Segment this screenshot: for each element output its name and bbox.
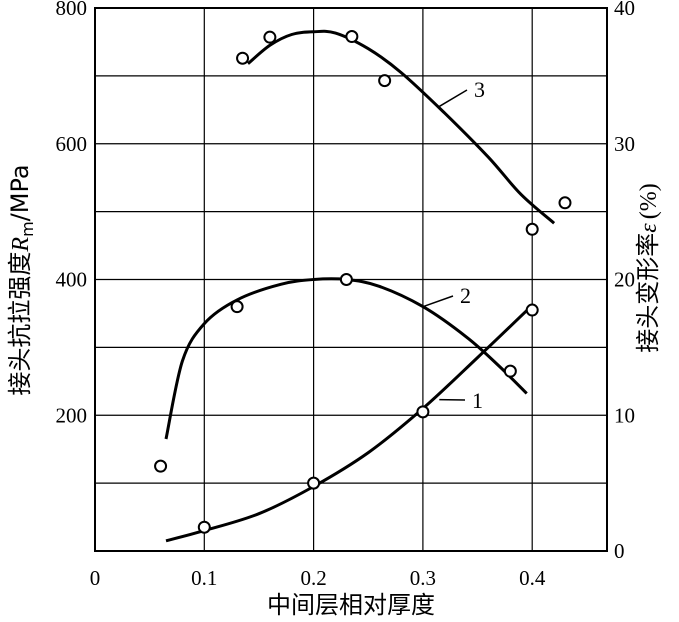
series-1-curve bbox=[165, 304, 534, 543]
fitted-curves bbox=[164, 29, 556, 543]
y-right-tick-label: 40 bbox=[614, 0, 635, 20]
series-3-point bbox=[525, 222, 539, 236]
series-3-curve bbox=[247, 29, 556, 225]
tick-labels: 0 0.1 0.2 0.3 0.4 200 400 600 800 0 10 20 30 40 bbox=[56, 0, 636, 590]
series-2-label: 2 bbox=[460, 283, 471, 308]
plot-frame bbox=[94, 7, 608, 552]
x-tick-label: 0.4 bbox=[519, 566, 546, 590]
y-left-tick-label: 200 bbox=[56, 403, 88, 427]
x-tick-label: 0.3 bbox=[410, 566, 436, 590]
left-axis-subscript: m bbox=[18, 221, 37, 237]
series-3-label: 3 bbox=[474, 77, 485, 102]
series-2-leader bbox=[422, 295, 454, 308]
series-1-label: 1 bbox=[472, 388, 483, 413]
series-1-point bbox=[525, 303, 539, 317]
left-axis-unit: /MPa bbox=[6, 164, 34, 221]
series-1-point bbox=[307, 476, 321, 490]
series-2-point bbox=[503, 364, 517, 378]
series-1-point bbox=[197, 520, 211, 534]
right-axis-unit: (%) bbox=[636, 183, 662, 219]
series-2-curve bbox=[164, 277, 528, 440]
left-axis-title-text: 接头抗拉强度 bbox=[6, 252, 34, 396]
series-3-point bbox=[263, 30, 277, 44]
x-tick-label: 0.2 bbox=[300, 566, 326, 590]
curve-labels: 1 2 3 bbox=[422, 77, 485, 413]
left-axis-title: 接头抗拉强度Rm/MPa bbox=[6, 164, 37, 395]
y-right-tick-label: 20 bbox=[614, 268, 635, 292]
y-left-tick-label: 400 bbox=[56, 268, 88, 292]
y-left-tick-label: 800 bbox=[56, 0, 88, 20]
right-axis-symbol: ε bbox=[636, 223, 662, 233]
x-axis-title: 中间层相对厚度 bbox=[267, 591, 435, 619]
y-left-tick-label: 600 bbox=[56, 132, 88, 156]
right-axis-title: 接头变形率ε (%) bbox=[634, 183, 662, 352]
right-axis-title-text: 接头变形率 bbox=[634, 233, 662, 353]
series-3-point bbox=[236, 51, 250, 65]
series-3-point bbox=[378, 74, 392, 88]
series-2-point bbox=[154, 459, 168, 473]
y-right-tick-label: 30 bbox=[614, 132, 635, 156]
series-3-leader bbox=[438, 89, 468, 108]
series-3-point bbox=[558, 196, 572, 210]
series-2-point bbox=[230, 300, 244, 314]
grid-lines bbox=[95, 8, 607, 551]
series-3-point bbox=[345, 30, 359, 44]
y-right-tick-label: 0 bbox=[614, 539, 625, 563]
x-tick-label: 0 bbox=[90, 566, 101, 590]
data-points bbox=[154, 30, 572, 534]
series-2-point bbox=[339, 273, 353, 286]
left-axis-symbol: R bbox=[8, 237, 34, 253]
x-tick-label: 0.1 bbox=[191, 566, 217, 590]
series-1-point bbox=[416, 405, 430, 419]
y-right-tick-label: 10 bbox=[614, 403, 635, 427]
